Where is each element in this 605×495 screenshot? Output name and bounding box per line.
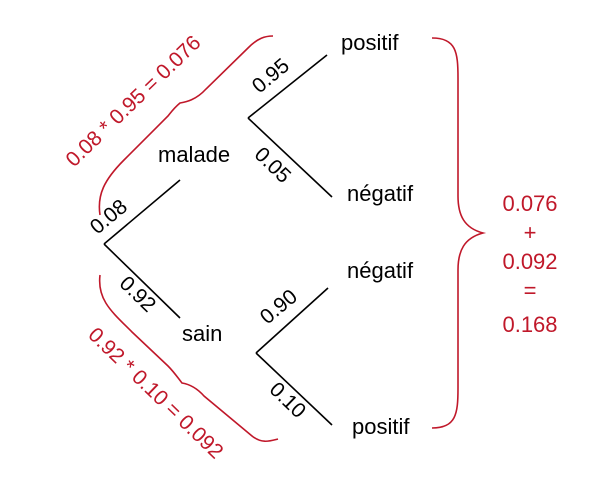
prob-malade-to-positif: 0.95 [248,54,294,98]
total-line-2: + [524,220,537,245]
total-line-1: 0.076 [502,191,557,216]
leaf-sain-positif: positif [352,414,410,439]
total-line-5: 0.168 [502,312,557,337]
leaf-sain-negatif: négatif [347,258,414,283]
branch-sain-to-negatif [255,287,329,354]
branch-root-to-sain [103,243,181,319]
total-line-4: = [524,278,537,303]
brace-right-total [431,37,487,429]
branch-root-to-malade [103,179,181,245]
node-sain: sain [182,321,222,346]
brace-lower-left [98,274,279,443]
node-malade: malade [158,142,230,167]
total-sum: 0.076 + 0.092 = 0.168 [502,191,557,337]
total-line-3: 0.092 [502,249,557,274]
leaf-malade-negatif: négatif [347,181,414,206]
prob-sain-to-negatif: 0.90 [256,285,302,329]
branch-sain-to-positif [255,352,333,426]
branch-malade-to-positif [247,54,328,119]
prob-root-to-malade: 0.08 [86,195,132,239]
prob-malade-to-negatif: 0.05 [250,143,295,188]
prob-sain-to-positif: 0.10 [265,378,310,423]
branch-malade-to-negatif [247,117,333,198]
brace-upper-left [98,35,274,216]
prob-root-to-sain: 0.92 [115,272,160,317]
leaf-malade-positif: positif [341,30,399,55]
